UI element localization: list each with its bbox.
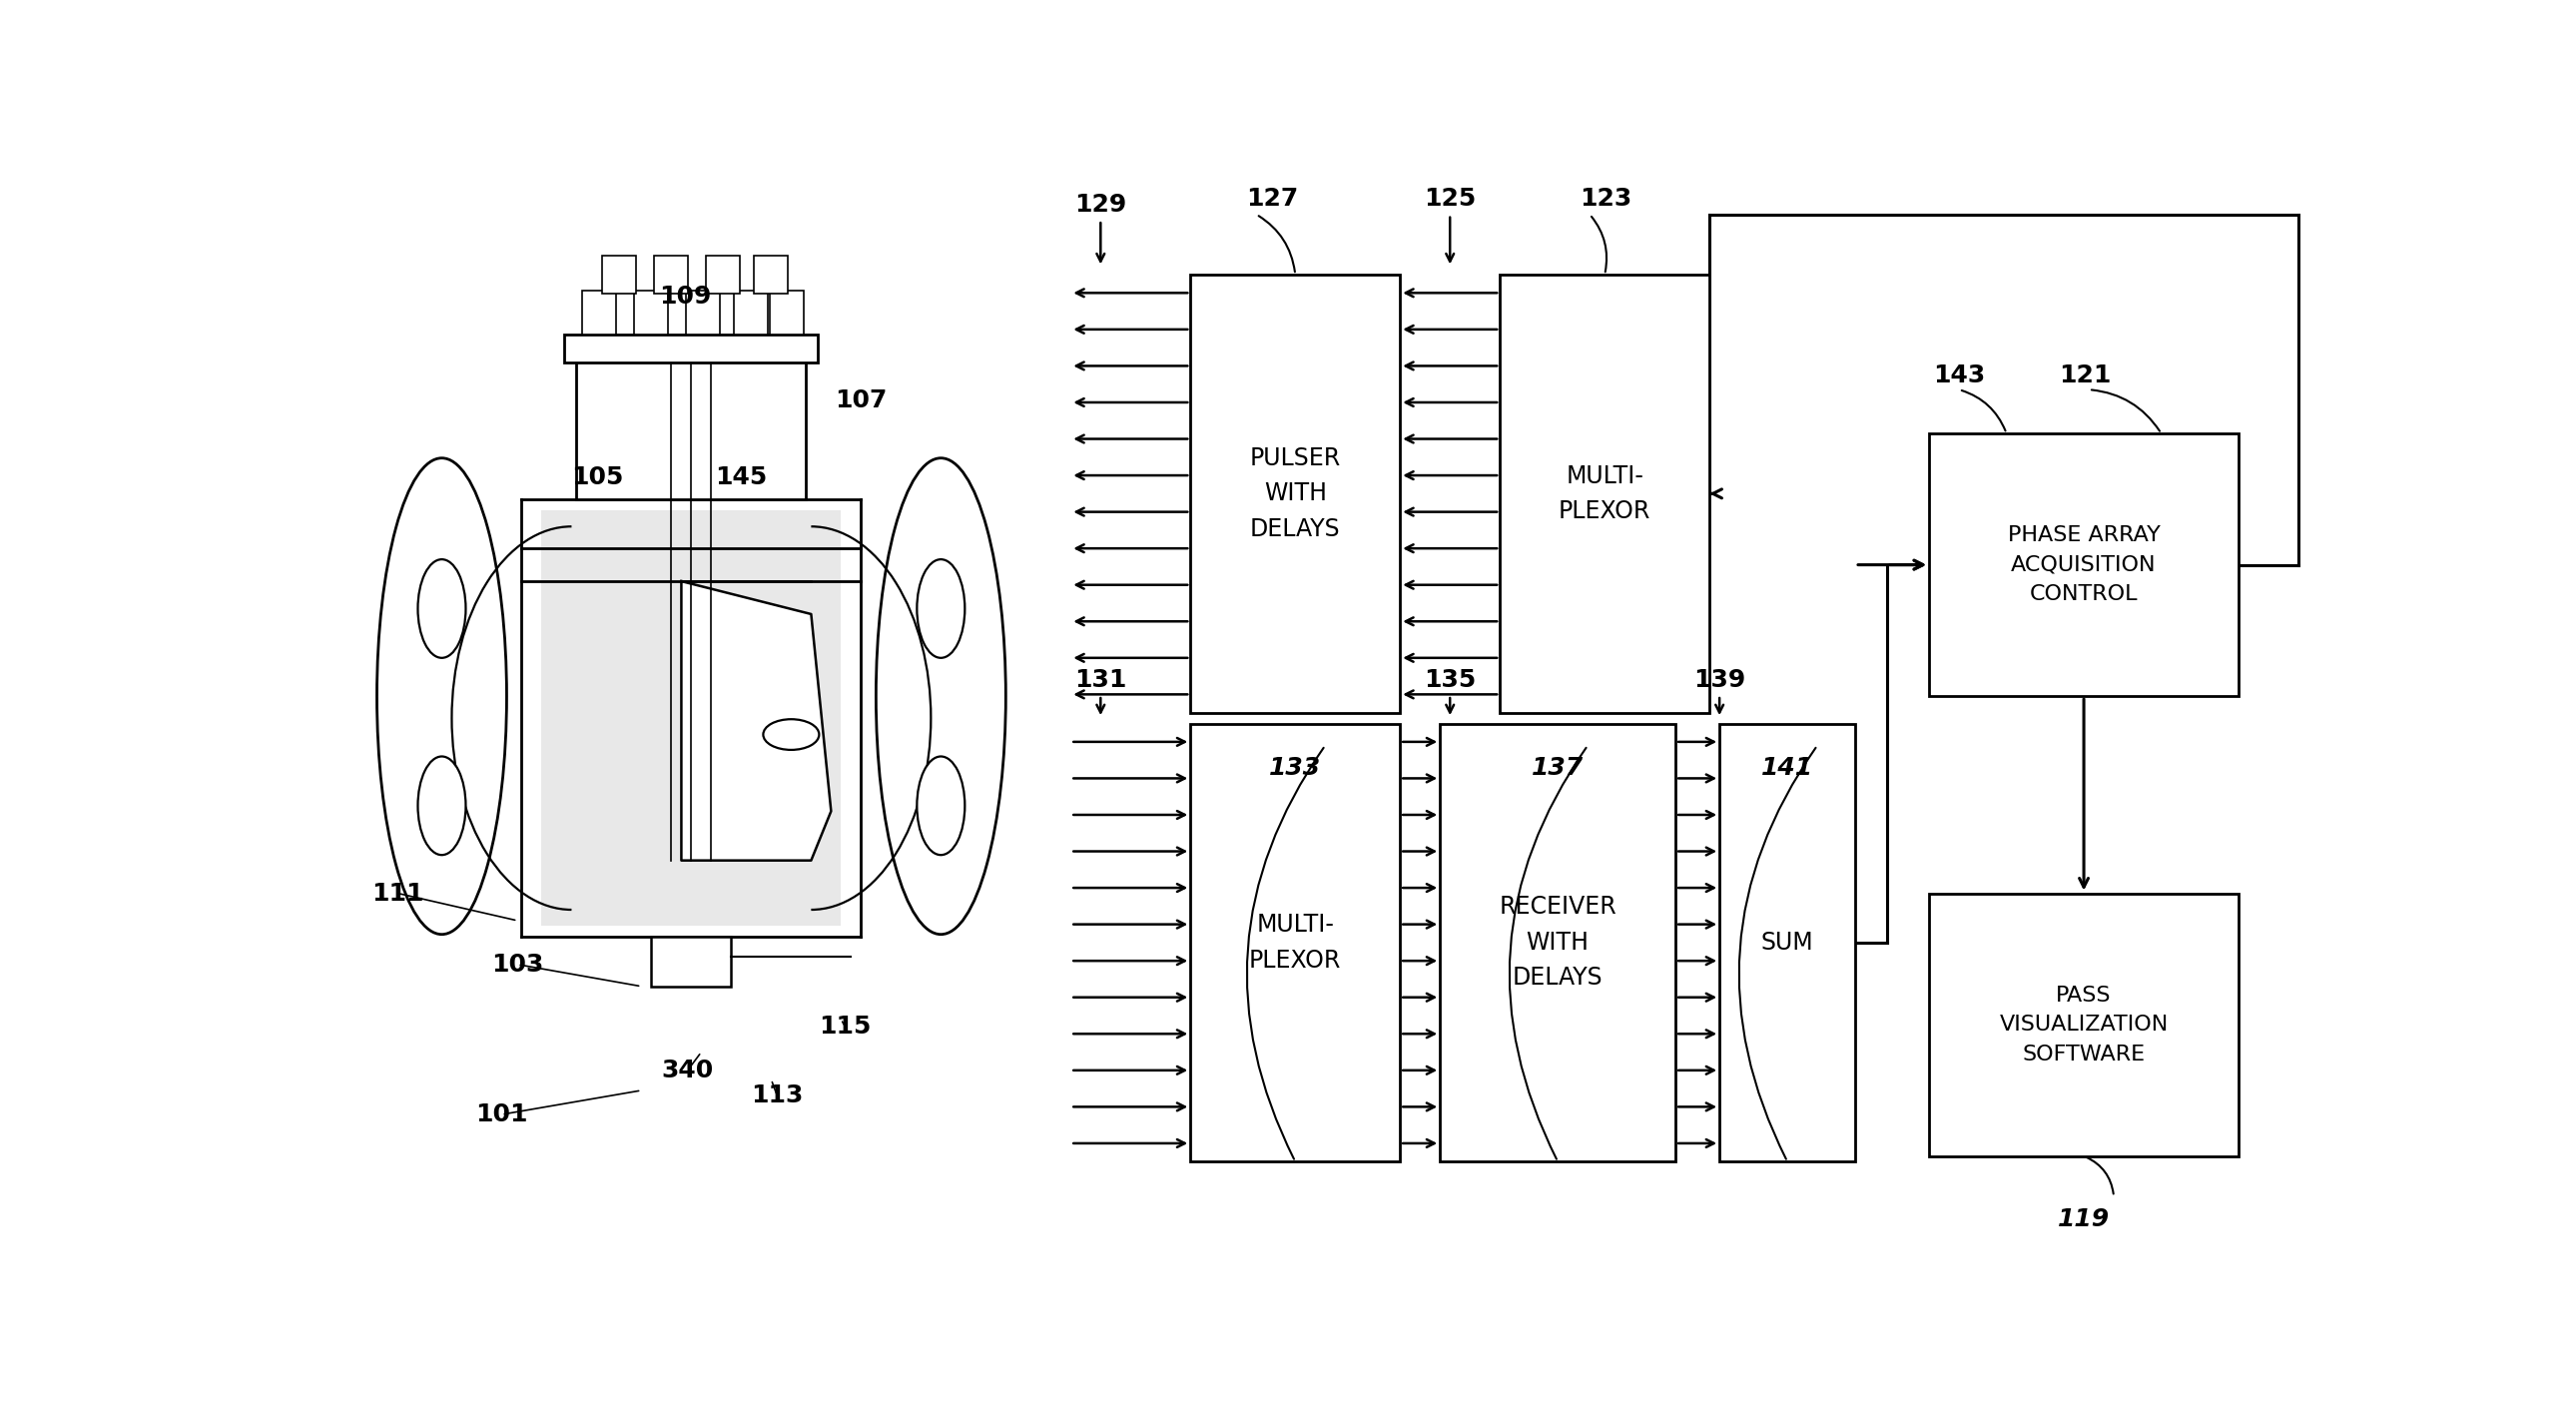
Bar xyxy=(541,510,840,926)
Text: PULSER
WITH
DELAYS: PULSER WITH DELAYS xyxy=(1249,447,1340,540)
Text: RECEIVER
WITH
DELAYS: RECEIVER WITH DELAYS xyxy=(1499,896,1618,990)
Text: 107: 107 xyxy=(835,388,886,412)
Text: 103: 103 xyxy=(492,953,544,977)
Text: 109: 109 xyxy=(659,284,711,309)
Text: MULTI-
PLEXOR: MULTI- PLEXOR xyxy=(1249,913,1342,973)
Text: 143: 143 xyxy=(1932,364,1986,387)
Text: 340: 340 xyxy=(662,1059,714,1082)
Text: 137: 137 xyxy=(1533,757,1584,781)
Bar xyxy=(1190,724,1401,1162)
Text: 105: 105 xyxy=(572,465,623,489)
Text: 111: 111 xyxy=(371,882,425,906)
Text: 141: 141 xyxy=(1762,757,1814,781)
Circle shape xyxy=(762,720,819,749)
Text: 139: 139 xyxy=(1692,668,1747,693)
Text: 133: 133 xyxy=(1270,757,1321,781)
Text: 127: 127 xyxy=(1247,188,1298,210)
Text: 145: 145 xyxy=(716,465,768,489)
Bar xyxy=(685,292,721,334)
Bar xyxy=(1440,724,1674,1162)
Bar xyxy=(1929,434,2239,697)
Bar xyxy=(654,256,688,293)
Bar xyxy=(603,256,636,293)
Bar xyxy=(577,357,806,499)
Polygon shape xyxy=(680,582,832,860)
Bar xyxy=(634,292,667,334)
Bar xyxy=(1499,274,1710,712)
Bar xyxy=(734,292,768,334)
Ellipse shape xyxy=(917,757,966,855)
Ellipse shape xyxy=(376,458,507,934)
Ellipse shape xyxy=(417,559,466,658)
Text: PASS
VISUALIZATION
SOFTWARE: PASS VISUALIZATION SOFTWARE xyxy=(1999,985,2169,1064)
Text: 101: 101 xyxy=(477,1102,528,1126)
Text: 121: 121 xyxy=(2058,364,2112,387)
Text: SUM: SUM xyxy=(1762,930,1814,954)
Ellipse shape xyxy=(417,757,466,855)
Bar xyxy=(755,256,788,293)
Bar xyxy=(1721,724,1855,1162)
Text: PHASE ARRAY
ACQUISITION
CONTROL: PHASE ARRAY ACQUISITION CONTROL xyxy=(2007,525,2161,604)
Bar xyxy=(1929,893,2239,1156)
Bar xyxy=(564,336,819,363)
Text: 113: 113 xyxy=(752,1084,804,1108)
Bar xyxy=(652,937,732,987)
Text: 131: 131 xyxy=(1074,668,1126,693)
Text: 125: 125 xyxy=(1425,188,1476,210)
Text: 123: 123 xyxy=(1579,188,1633,210)
Text: 129: 129 xyxy=(1074,192,1126,216)
Text: 115: 115 xyxy=(819,1015,871,1039)
Text: 135: 135 xyxy=(1425,668,1476,693)
Bar xyxy=(770,292,804,334)
Text: 119: 119 xyxy=(2058,1207,2110,1231)
Bar xyxy=(443,478,940,937)
Bar xyxy=(706,256,739,293)
Bar xyxy=(582,292,616,334)
Ellipse shape xyxy=(917,559,966,658)
Bar xyxy=(1190,274,1401,712)
Ellipse shape xyxy=(876,458,1005,934)
Text: MULTI-
PLEXOR: MULTI- PLEXOR xyxy=(1558,464,1651,523)
